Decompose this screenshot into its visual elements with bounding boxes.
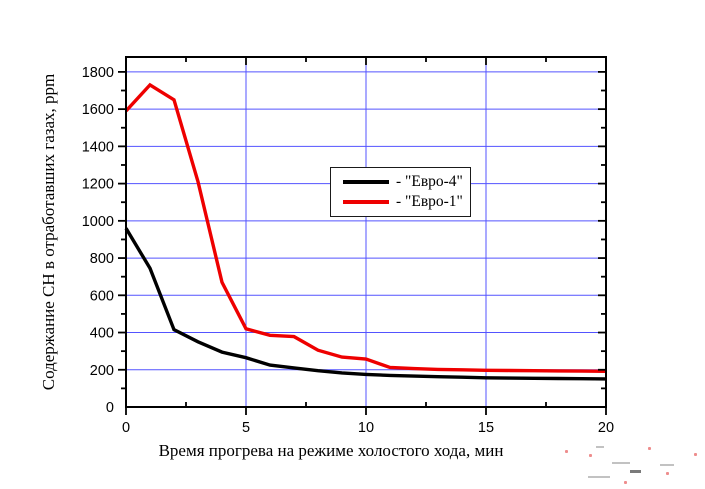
y-tick-label: 1000 — [82, 214, 114, 230]
x-tick-label: 0 — [122, 420, 130, 436]
x-axis-title: Время прогрева на режиме холостого хода,… — [158, 441, 504, 460]
y-tick-label: 1600 — [82, 102, 114, 118]
x-tick-label: 5 — [242, 420, 250, 436]
legend-item-euro1: - "Евро-1" — [343, 194, 470, 210]
y-tick-label: 200 — [90, 363, 114, 379]
watermark-artifact-dot — [648, 447, 651, 450]
watermark-artifact-dot — [624, 481, 627, 484]
watermark-artifact-dash — [660, 464, 674, 466]
y-tick-label: 1400 — [82, 139, 114, 155]
y-tick-label: 1200 — [82, 177, 114, 193]
x-tick-label: 20 — [598, 420, 614, 436]
series-line-евро-1 — [124, 82, 607, 373]
y-tick-label: 1800 — [82, 65, 114, 81]
watermark-artifact-dash — [630, 470, 641, 473]
y-tick-label: 600 — [90, 288, 114, 304]
watermark-artifact-dot — [666, 472, 669, 475]
x-tick-label: 10 — [358, 420, 374, 436]
legend-item-euro4: - "Евро-4" — [343, 174, 470, 190]
watermark-artifact-dash — [612, 462, 630, 464]
legend-label-euro4: - "Евро-4" — [396, 173, 463, 191]
watermark-artifact-dot — [565, 450, 568, 453]
y-axis-title: Содержание CH в отработавших газах, ppm — [39, 73, 58, 391]
watermark-artifact-dot — [589, 454, 592, 457]
legend-line-swatch-black — [343, 180, 389, 184]
x-tick-label: 15 — [478, 420, 494, 436]
legend-label-euro1: - "Евро-1" — [396, 193, 463, 211]
y-tick-label: 800 — [90, 251, 114, 267]
legend: - "Евро-4" - "Евро-1" — [330, 167, 471, 217]
watermark-artifact-dash — [596, 446, 604, 448]
legend-line-swatch-red — [343, 200, 389, 204]
series-line-евро-4 — [124, 227, 607, 381]
watermark-artifact-dash — [588, 476, 610, 478]
y-tick-label: 0 — [106, 400, 114, 416]
watermark-artifact-dot — [694, 453, 697, 456]
y-tick-label: 400 — [90, 326, 114, 342]
